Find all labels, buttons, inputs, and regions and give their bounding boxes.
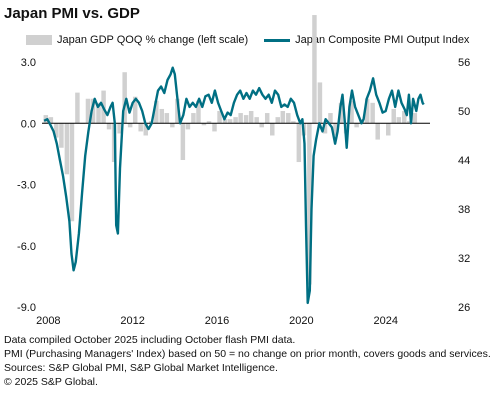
gdp-bar (328, 113, 333, 124)
pmi-line (43, 66, 425, 305)
right-axis-tick-label: 32 (458, 253, 470, 265)
note-line: PMI (Purchasing Managers' Index) based o… (4, 348, 490, 360)
chart-plot: 3.0 0.0 -3.0 -6.0 -9.0 56 50 44 38 32 26 2008 2012 20… (17, 15, 470, 327)
right-axis-tick-label: 50 (458, 106, 470, 118)
gdp-bar (286, 113, 291, 124)
gdp-bar (291, 121, 296, 124)
gdp-bar (185, 123, 191, 130)
gdp-bar (106, 123, 112, 130)
right-axis-tick-label: 26 (458, 302, 470, 314)
x-axis-tick-label: 2016 (205, 315, 229, 327)
right-axis-tick-label: 38 (458, 204, 470, 216)
gdp-bar (143, 123, 148, 136)
gdp-bar (402, 111, 407, 124)
gdp-bar (312, 15, 317, 124)
gdp-bar (85, 98, 91, 124)
chart-notes: Data compiled October 2025 including Oct… (4, 333, 490, 389)
gdp-bar (212, 123, 217, 132)
gdp-bar (307, 123, 312, 285)
gdp-bar (296, 123, 302, 163)
gdp-bar (69, 123, 75, 222)
gdp-bar (275, 117, 280, 124)
right-axis-tick-label: 44 (458, 155, 470, 167)
x-axis-tick-label: 2012 (120, 315, 144, 327)
gdp-bar (132, 96, 138, 124)
gdp-bar (233, 117, 238, 124)
gdp-bar (322, 123, 328, 134)
gdp-bar (175, 98, 180, 124)
gdp-bar (117, 123, 122, 134)
chart-title: Japan PMI vs. GDP (4, 5, 140, 22)
gdp-bar (317, 82, 323, 124)
gdp-bar (64, 123, 70, 175)
gdp-bar (180, 123, 186, 160)
gdp-bar (154, 100, 159, 124)
legend-label-gdp: Japan GDP QOQ % change (left scale) (57, 34, 249, 46)
note-line: Sources: S&P Global PMI, S&P Global Mark… (4, 362, 278, 374)
gdp-bar (254, 117, 259, 124)
gdp-bar (75, 92, 80, 124)
gdp-bar (217, 111, 222, 124)
legend-swatch-pmi (264, 38, 291, 42)
gdp-bar (333, 123, 338, 136)
note-line: Data compiled October 2025 including Oct… (4, 334, 296, 346)
gdp-bar (122, 72, 127, 124)
gdp-bar (407, 121, 412, 124)
gdp-bar (396, 117, 402, 124)
gdp-bar (54, 123, 59, 138)
gdp-bar (238, 113, 243, 124)
gdp-bar (138, 123, 143, 132)
gdp-bar (191, 113, 196, 124)
gdp-bar (222, 119, 228, 124)
left-axis-tick-label: -6.0 (17, 241, 36, 253)
gdp-bar (386, 123, 391, 136)
gdp-bar (280, 111, 286, 124)
chart-legend: Japan GDP QOQ % change (left scale) Japa… (26, 34, 469, 46)
left-axis-tick-label: 3.0 (21, 57, 36, 69)
gdp-bar (127, 123, 133, 128)
legend-label-pmi: Japan Composite PMI Output Index (295, 34, 470, 46)
gdp-bar (349, 100, 354, 124)
gdp-bar (264, 113, 270, 124)
gdp-bar (170, 123, 175, 128)
gdp-bar (59, 123, 64, 148)
right-axis-tick-label: 56 (458, 57, 470, 69)
gdp-bar (338, 102, 344, 124)
gdp-bar (243, 115, 249, 124)
x-axis-tick-label: 2024 (373, 315, 397, 327)
gdp-bar (370, 102, 375, 124)
x-axis-tick-label: 2020 (289, 315, 313, 327)
gdp-bar (375, 123, 380, 140)
gdp-bar (259, 123, 264, 128)
gdp-bar (159, 108, 165, 124)
gdp-bar (48, 117, 54, 124)
note-line: © 2025 S&P Global. (4, 376, 98, 388)
gdp-bar (201, 123, 207, 126)
legend-swatch-gdp (26, 35, 52, 45)
left-axis-tick-label: -9.0 (17, 302, 36, 314)
gdp-bar (196, 100, 201, 124)
gdp-bar (90, 98, 96, 124)
x-axis-tick-label: 2008 (36, 315, 60, 327)
gdp-bar (364, 98, 370, 124)
gdp-bar (164, 113, 170, 124)
gdp-bar (391, 108, 396, 124)
gdp-bar (354, 123, 359, 128)
gdp-bar (96, 102, 101, 124)
left-axis-tick-label: -3.0 (17, 180, 36, 192)
gdp-bar (227, 119, 233, 124)
gdp-bar (206, 121, 212, 124)
gdp-bar (412, 113, 418, 124)
gdp-bar (270, 123, 275, 136)
gdp-bar (248, 111, 254, 124)
left-axis-tick-label: 0.0 (21, 118, 36, 130)
